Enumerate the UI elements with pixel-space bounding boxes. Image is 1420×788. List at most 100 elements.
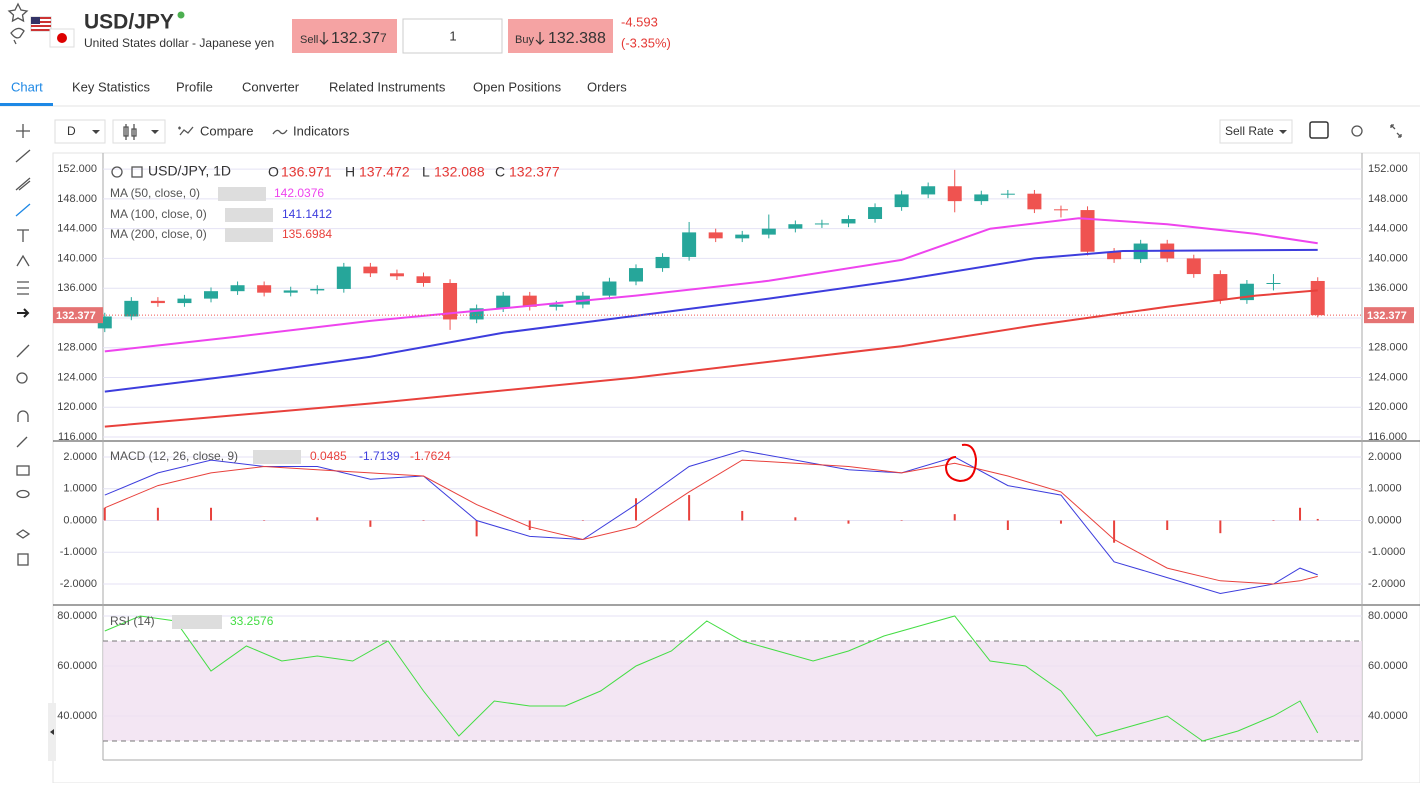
candle-body xyxy=(204,291,219,299)
y-tick-label: 152.000 xyxy=(1368,163,1408,175)
histogram-bar xyxy=(634,498,637,521)
candle-body xyxy=(1213,274,1228,301)
candle-body xyxy=(124,300,139,317)
histogram-bar xyxy=(581,520,584,521)
candle-body xyxy=(894,194,909,208)
alert-icon[interactable] xyxy=(10,27,25,45)
y-tick-label: -1.0000 xyxy=(60,546,97,558)
candle-body xyxy=(655,256,670,269)
favorite-icon[interactable] xyxy=(7,2,29,23)
candle-body xyxy=(1080,210,1095,252)
candle-body xyxy=(443,282,458,320)
tab[interactable]: Profile xyxy=(176,79,213,94)
tab[interactable]: Key Statistics xyxy=(72,79,151,94)
active-tab-underline xyxy=(0,103,53,106)
histogram-bar xyxy=(1006,520,1009,531)
buy-price: 132.388 xyxy=(548,30,606,47)
ohlc-label: C xyxy=(495,164,505,180)
y-tick-label: 136.000 xyxy=(1368,282,1408,294)
y-tick-label: 124.000 xyxy=(57,371,97,383)
sell-button[interactable] xyxy=(292,19,397,53)
rate-select[interactable] xyxy=(1219,119,1293,144)
moving-average-line xyxy=(104,248,1318,393)
candle-body xyxy=(761,228,776,235)
expand-icon[interactable] xyxy=(1390,124,1402,138)
candle-body xyxy=(336,266,351,289)
legend-entry: MA (100, close, 0) xyxy=(110,207,207,221)
collapse-arrow xyxy=(50,729,54,735)
ohlc-value: 132.088 xyxy=(434,164,485,180)
ohlc-label: H xyxy=(345,164,355,180)
tab[interactable]: Related Instruments xyxy=(329,79,446,94)
histogram-bar xyxy=(1219,520,1222,534)
histogram-bar xyxy=(741,510,744,521)
price-tag xyxy=(1364,307,1414,324)
histogram-bar xyxy=(263,520,266,521)
candle-body xyxy=(1310,280,1325,316)
candle-body xyxy=(230,285,245,292)
histogram-bar xyxy=(1059,520,1062,524)
rsi-legend: RSI (14) 33.2576 xyxy=(110,614,274,629)
compare-button[interactable]: Compare xyxy=(200,123,253,138)
candle-body xyxy=(310,288,325,291)
tab[interactable]: Orders xyxy=(587,79,627,94)
histogram-bar xyxy=(156,507,159,521)
histogram-bar xyxy=(794,517,797,521)
buy-button[interactable] xyxy=(508,19,613,53)
tab[interactable]: Open Positions xyxy=(473,79,562,94)
y-tick-label: -2.0000 xyxy=(1368,578,1405,590)
candle-body xyxy=(602,281,617,296)
y-tick-label: 2.0000 xyxy=(63,451,97,463)
price-tag xyxy=(53,307,103,324)
candle-body xyxy=(389,273,404,277)
y-tick-label: 144.000 xyxy=(1368,223,1408,235)
y-tick-label: 40.0000 xyxy=(1368,710,1408,722)
y-tick-label: 80.0000 xyxy=(1368,610,1408,622)
tab[interactable]: Converter xyxy=(242,79,300,94)
candle-body xyxy=(469,308,484,320)
candle-body xyxy=(549,304,564,307)
status-dot xyxy=(177,11,185,19)
candle-body xyxy=(708,232,723,239)
y-tick-label: 1.0000 xyxy=(63,483,97,495)
legend-value: 0.0485 xyxy=(310,449,347,463)
settings-icon[interactable] xyxy=(1351,125,1363,137)
candle-body xyxy=(841,218,856,224)
caret xyxy=(92,130,100,134)
legend-value: 141.1412 xyxy=(282,207,332,221)
legend-value: -1.7139 xyxy=(359,449,400,463)
y-tick-label: 144.000 xyxy=(57,223,97,235)
interval-select[interactable] xyxy=(54,119,106,144)
moving-average-line xyxy=(104,289,1318,428)
histogram-bar xyxy=(475,520,478,537)
signal-line xyxy=(104,459,1318,585)
interval: D xyxy=(67,124,76,138)
drawing-tools[interactable] xyxy=(15,124,31,566)
rate: Sell Rate xyxy=(1225,124,1274,138)
y-tick-label: 128.000 xyxy=(1368,342,1408,354)
tab[interactable]: Chart xyxy=(11,79,43,94)
change: -4.593 xyxy=(621,14,658,29)
y-tick-label: 2.0000 xyxy=(1368,451,1402,463)
y-tick-label: 116.000 xyxy=(1368,431,1407,443)
instrument-name: United States dollar - Japanese yen xyxy=(84,36,274,50)
caret xyxy=(1279,130,1287,134)
candle-body xyxy=(496,295,511,309)
histogram-bar xyxy=(210,507,213,521)
price-legend: USD/JPY, 1D O 136.971 H 137.472 L 132.08… xyxy=(110,163,560,242)
legend-entry: MA (50, close, 0) xyxy=(110,186,200,200)
y-tick-label: -2.0000 xyxy=(60,578,97,590)
ohlc-value: 132.377 xyxy=(509,164,560,180)
down-arrow xyxy=(319,32,329,45)
candle-body xyxy=(177,298,192,304)
sell-label: Sell xyxy=(300,34,318,46)
annotation-circle xyxy=(944,443,978,483)
indicators-button[interactable]: Indicators xyxy=(293,123,350,138)
y-tick-label: 80.0000 xyxy=(57,610,97,622)
quantity-input[interactable] xyxy=(402,18,503,54)
histogram-bar xyxy=(847,520,850,524)
fullscreen-box[interactable] xyxy=(1309,121,1329,139)
legend-title: MACD (12, 26, close, 9) xyxy=(110,449,238,463)
histogram-bar xyxy=(316,517,319,521)
price-tag-label: 132.377 xyxy=(1367,310,1407,322)
